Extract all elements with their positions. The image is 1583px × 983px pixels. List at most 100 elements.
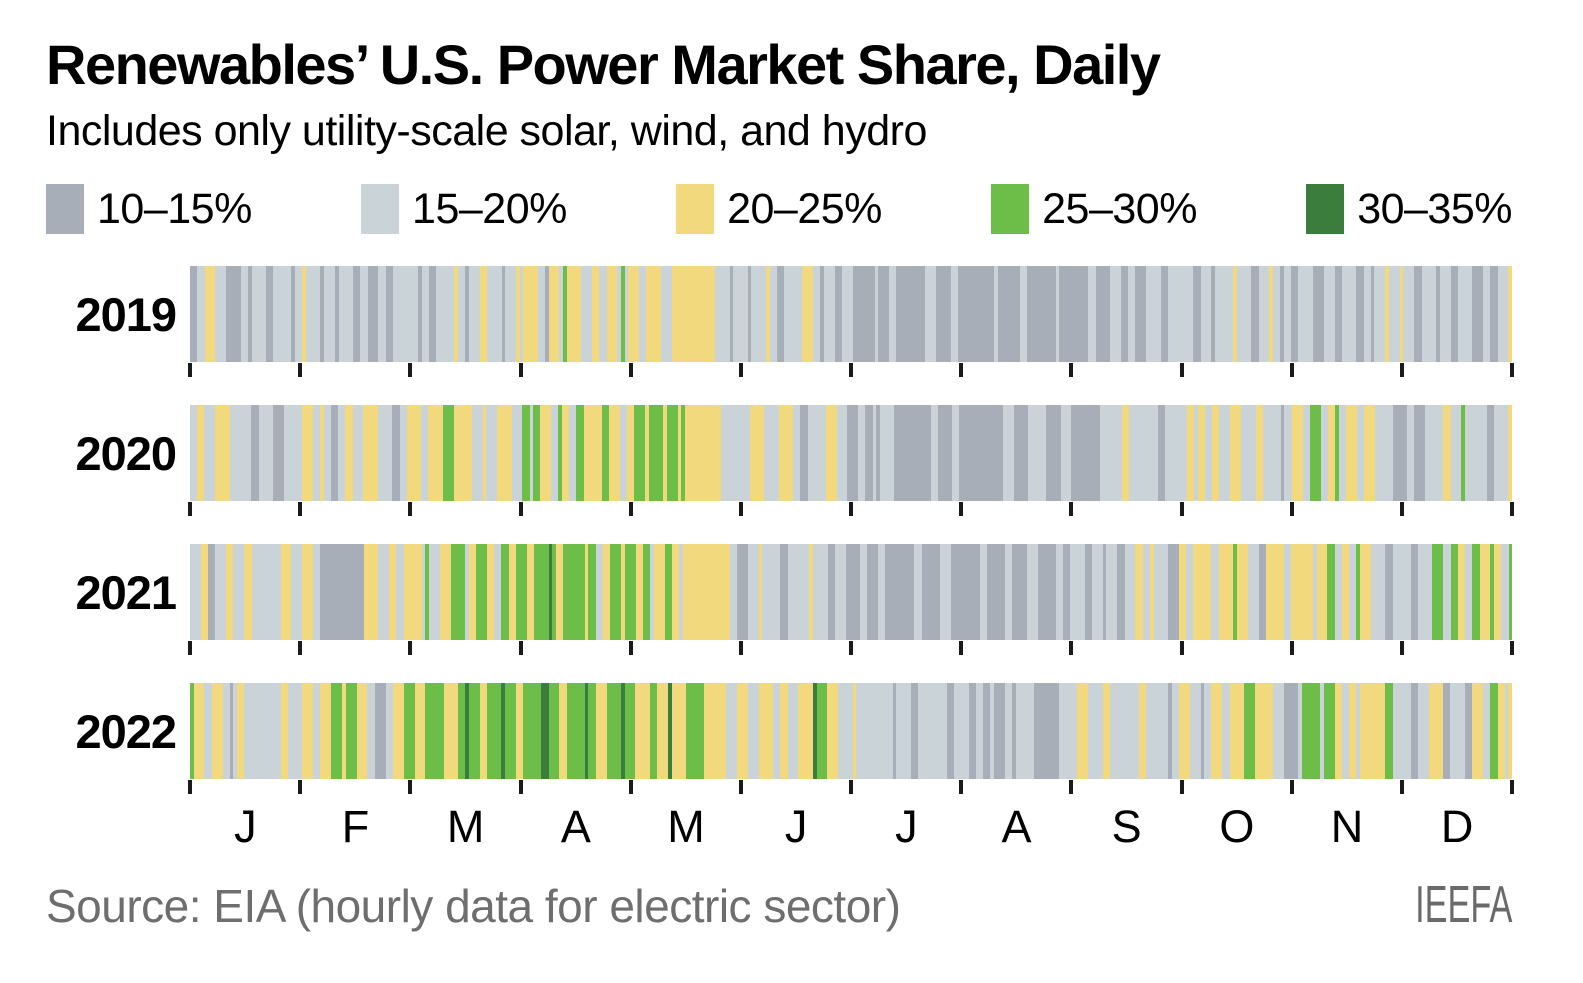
day-run xyxy=(418,266,422,363)
day-run xyxy=(1439,266,1451,363)
day-run xyxy=(602,544,611,641)
day-run xyxy=(563,266,567,363)
day-run xyxy=(305,266,321,363)
day-run xyxy=(529,405,534,502)
day-run xyxy=(896,683,911,780)
day-run xyxy=(301,405,313,502)
day-run xyxy=(1095,266,1111,363)
day-run xyxy=(649,683,658,780)
day-run xyxy=(1070,683,1078,780)
day-run xyxy=(458,683,466,780)
day-run xyxy=(1327,544,1335,641)
day-run xyxy=(601,405,609,502)
month-tick xyxy=(628,641,633,656)
day-run xyxy=(204,683,212,780)
day-run xyxy=(1400,405,1408,502)
day-run xyxy=(1486,405,1494,502)
month-tick xyxy=(1069,502,1074,517)
day-run xyxy=(233,544,245,641)
day-run xyxy=(825,405,837,502)
day-run xyxy=(1450,266,1458,363)
day-run xyxy=(780,683,788,780)
day-run xyxy=(660,266,672,363)
day-run xyxy=(704,683,727,780)
day-run xyxy=(569,405,577,502)
day-run xyxy=(1146,266,1161,363)
day-run xyxy=(226,544,234,641)
day-run xyxy=(813,266,821,363)
day-run xyxy=(1490,683,1498,780)
day-run xyxy=(842,266,846,363)
day-run xyxy=(1193,544,1212,641)
day-run xyxy=(1026,544,1038,641)
day-run xyxy=(363,405,378,502)
day-run xyxy=(1291,405,1303,502)
day-run xyxy=(1102,683,1110,780)
day-run xyxy=(229,405,252,502)
day-run xyxy=(494,544,502,641)
day-run xyxy=(892,683,897,780)
day-run xyxy=(1392,544,1400,641)
day-run xyxy=(1236,544,1248,641)
month-tick xyxy=(518,641,523,656)
day-run xyxy=(1363,266,1371,363)
day-run xyxy=(291,266,296,363)
month-tick xyxy=(1179,780,1184,795)
day-run xyxy=(1457,266,1473,363)
day-run xyxy=(1312,544,1317,641)
daily-strip xyxy=(190,544,1512,641)
day-run xyxy=(778,405,794,502)
day-run xyxy=(190,544,201,641)
day-run xyxy=(595,683,607,780)
day-run xyxy=(1450,544,1458,641)
day-run xyxy=(548,683,560,780)
day-run xyxy=(468,683,480,780)
month-tick-row xyxy=(188,501,1514,517)
day-run xyxy=(526,544,535,641)
day-run xyxy=(1015,683,1034,780)
month-tick xyxy=(298,780,303,795)
day-run xyxy=(1046,405,1061,502)
day-run xyxy=(793,405,801,502)
day-run xyxy=(617,266,622,363)
day-run xyxy=(1129,405,1159,502)
day-run xyxy=(323,405,331,502)
day-run xyxy=(1070,544,1085,641)
day-run xyxy=(247,266,252,363)
day-run xyxy=(1335,405,1339,502)
day-run xyxy=(1309,405,1321,502)
day-run xyxy=(548,266,560,363)
day-run xyxy=(845,683,853,780)
month-label: J xyxy=(234,801,257,853)
day-run xyxy=(471,405,483,502)
day-run xyxy=(628,266,640,363)
day-run xyxy=(726,683,737,780)
month-tick xyxy=(1510,641,1514,656)
legend-item: 10–15% xyxy=(46,184,252,235)
day-run xyxy=(548,544,553,641)
day-run xyxy=(1121,405,1130,502)
day-run xyxy=(320,405,324,502)
legend-item: 25–30% xyxy=(991,184,1197,235)
day-run xyxy=(1443,405,1451,502)
day-run xyxy=(957,544,980,641)
legend-item: 30–35% xyxy=(1306,184,1512,235)
month-tick xyxy=(518,780,523,795)
day-run xyxy=(682,544,730,641)
daily-strip xyxy=(190,683,1512,780)
day-run xyxy=(994,683,1005,780)
day-run xyxy=(588,683,596,780)
day-run xyxy=(313,544,321,641)
day-run xyxy=(986,544,1005,641)
day-run xyxy=(377,405,393,502)
year-label: 2021 xyxy=(75,565,177,619)
day-run xyxy=(769,266,777,363)
day-run xyxy=(762,544,781,641)
day-run xyxy=(428,405,443,502)
day-run xyxy=(1212,405,1220,502)
day-run xyxy=(1189,683,1201,780)
day-run xyxy=(872,405,877,502)
ieefa-credit: IEEFA xyxy=(1414,876,1512,935)
day-run xyxy=(392,683,404,780)
day-run xyxy=(429,266,437,363)
